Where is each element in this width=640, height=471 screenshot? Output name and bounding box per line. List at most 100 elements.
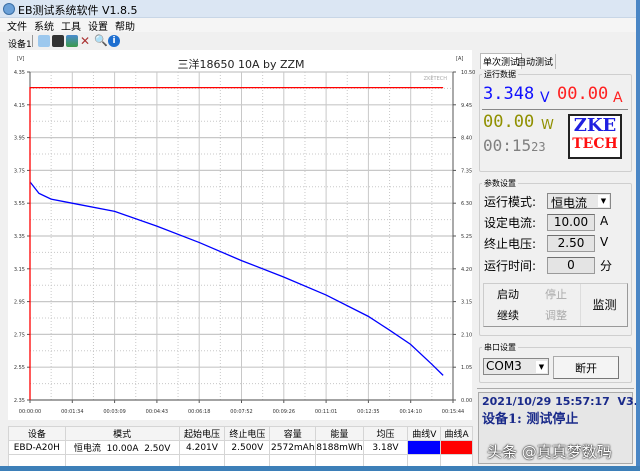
y-tick-label-left: 3.15 <box>14 267 25 273</box>
y-axis-label-right: [A] <box>456 56 463 62</box>
col-capacity: 容量 <box>269 426 317 441</box>
col-device: 设备 <box>8 426 66 441</box>
y-tick-label-right: 8.40 <box>461 136 472 142</box>
y-tick-label-right: 10.50 <box>461 70 475 76</box>
y-tick-label-right: 9.45 <box>461 103 472 109</box>
device-tab[interactable]: 设备1 <box>8 40 32 50</box>
app-icon <box>3 3 15 15</box>
current-unit: A <box>613 90 623 106</box>
toolbar: 设备1 ✕ 🔍 i <box>0 32 640 50</box>
elapsed-time: 00:1523 <box>483 136 546 155</box>
status-datetime: 2021/10/29 15:57:17 V3.02 <box>482 395 640 408</box>
stop-button[interactable]: 停止 <box>545 288 567 301</box>
start-button[interactable]: 启动 <box>497 288 519 301</box>
logo-top: ZKE <box>573 115 617 136</box>
search-icon[interactable]: 🔍 <box>94 34 108 47</box>
y-tick-label-right: 6.30 <box>461 201 472 207</box>
y-tick-label-left: 4.15 <box>14 103 25 109</box>
x-tick-label: 00:09:26 <box>273 409 295 415</box>
elapsed-time-sec: 23 <box>531 140 546 154</box>
col-start-voltage: 起始电压 <box>178 426 226 441</box>
image-icon[interactable] <box>66 35 78 47</box>
control-buttons: 启动 停止 继续 调整 监测 <box>483 283 628 327</box>
y-tick-label-left: 4.35 <box>14 70 25 76</box>
serial-group <box>479 347 632 383</box>
y-tick-label-left: 3.35 <box>14 234 25 240</box>
monitor-button[interactable]: 监测 <box>580 284 628 326</box>
cell-end-voltage: 2.500V <box>224 440 271 455</box>
col-energy: 能量 <box>315 426 364 441</box>
y-tick-label-left: 2.75 <box>14 332 25 338</box>
cutoff-voltage-input[interactable]: 2.50 <box>547 235 595 252</box>
watermark-text: 头条 @真真梦数码 <box>487 443 612 461</box>
mode-value: 恒电流 <box>551 196 588 210</box>
x-tick-label: 00:15:44 <box>442 409 464 415</box>
menu-help[interactable]: 帮助 <box>115 22 135 33</box>
x-tick-label: 00:04:43 <box>146 409 168 415</box>
curve-a-color-swatch[interactable] <box>440 440 473 455</box>
y-tick-label-left: 3.95 <box>14 136 25 142</box>
curve-v-color-swatch[interactable] <box>407 440 442 455</box>
col-curve-v: 曲线V <box>407 426 442 441</box>
com-port-value: COM3 <box>486 359 522 373</box>
menu-system[interactable]: 系统 <box>34 22 54 33</box>
voltage-series-line <box>29 181 444 376</box>
menu-settings[interactable]: 设置 <box>88 22 108 33</box>
chart-title: 三洋18650 10A by ZZM <box>177 57 304 71</box>
info-icon[interactable]: i <box>108 35 120 47</box>
continue-button[interactable]: 继续 <box>497 309 519 322</box>
menu-tools[interactable]: 工具 <box>61 22 81 33</box>
zketech-logo: ZKE TECH <box>568 114 622 159</box>
voltage-current-chart: 00:00:00 00:01:34 00:03:09 00:04:43 00:06:18… <box>14 56 475 415</box>
y-tick-label-left: 3.55 <box>14 201 25 207</box>
y-tick-label-left: 2.55 <box>14 365 25 371</box>
mode-label: 运行模式: <box>484 195 537 209</box>
current-unit-label: A <box>600 214 609 228</box>
save-icon[interactable] <box>52 35 64 47</box>
x-tick-label: 00:12:35 <box>357 409 379 415</box>
voltage-unit-label: V <box>600 235 609 249</box>
divider <box>477 388 634 389</box>
cell-avg-voltage: 3.18V <box>362 440 409 455</box>
open-folder-icon[interactable] <box>38 35 50 47</box>
y-tick-label-right: 7.35 <box>461 168 472 174</box>
y-tick-label-right: 5.25 <box>461 234 472 240</box>
power-readout: 00.00 <box>483 112 535 132</box>
tab-single-test[interactable]: 单次测试 <box>480 53 523 69</box>
divider <box>32 35 33 47</box>
x-tick-label: 00:03:09 <box>103 409 125 415</box>
x-tick-label: 00:11:01 <box>315 409 337 415</box>
run-time-label: 运行时间: <box>484 259 537 273</box>
run-time-input[interactable]: 0 <box>547 257 595 274</box>
y-tick-label-right: 0.00 <box>461 398 472 404</box>
logo-bottom: TECH <box>572 136 618 152</box>
y-tick-label-left: 3.75 <box>14 168 25 174</box>
y-tick-label-right: 2.10 <box>461 332 472 338</box>
mode-select[interactable]: 恒电流 ▼ <box>547 193 611 210</box>
chevron-down-icon: ▼ <box>598 195 609 207</box>
com-port-select[interactable]: COM3 ▼ <box>483 358 549 375</box>
col-avg-voltage: 均压 <box>362 426 409 441</box>
chart-watermark: ZKETECH <box>424 76 448 82</box>
run-data-label: 运行数据 <box>482 69 518 80</box>
tab-auto-test[interactable]: 自动测试 <box>515 54 557 69</box>
cell-mode: 恒电流 10.00A 2.50V <box>64 440 180 455</box>
disconnect-button[interactable]: 断开 <box>553 356 619 379</box>
y-tick-label-left: 2.35 <box>14 398 25 404</box>
power-unit: W <box>541 118 554 133</box>
table-header: 设备 模式 起始电压 终止电压 容量 能量 均压 曲线V 曲线A <box>8 426 473 441</box>
tools-icon[interactable]: ✕ <box>80 34 91 48</box>
chevron-down-icon: ▼ <box>536 361 547 373</box>
adjust-button[interactable]: 调整 <box>545 309 567 322</box>
current-series-line <box>29 86 444 400</box>
menu-file[interactable]: 文件 <box>7 22 27 33</box>
current-label: 设定电流: <box>484 216 537 230</box>
x-tick-label: 00:06:18 <box>188 409 210 415</box>
cell-start-voltage: 4.201V <box>178 440 226 455</box>
table-row[interactable]: EBD-A20H 恒电流 10.00A 2.50V 4.201V 2.500V 2572… <box>8 440 473 455</box>
y-axis-label-left: [V] <box>17 56 24 62</box>
y-tick-label-right: 3.15 <box>461 300 472 306</box>
current-input[interactable]: 10.00 <box>547 214 595 231</box>
divider <box>482 109 628 110</box>
col-end-voltage: 终止电压 <box>224 426 271 441</box>
